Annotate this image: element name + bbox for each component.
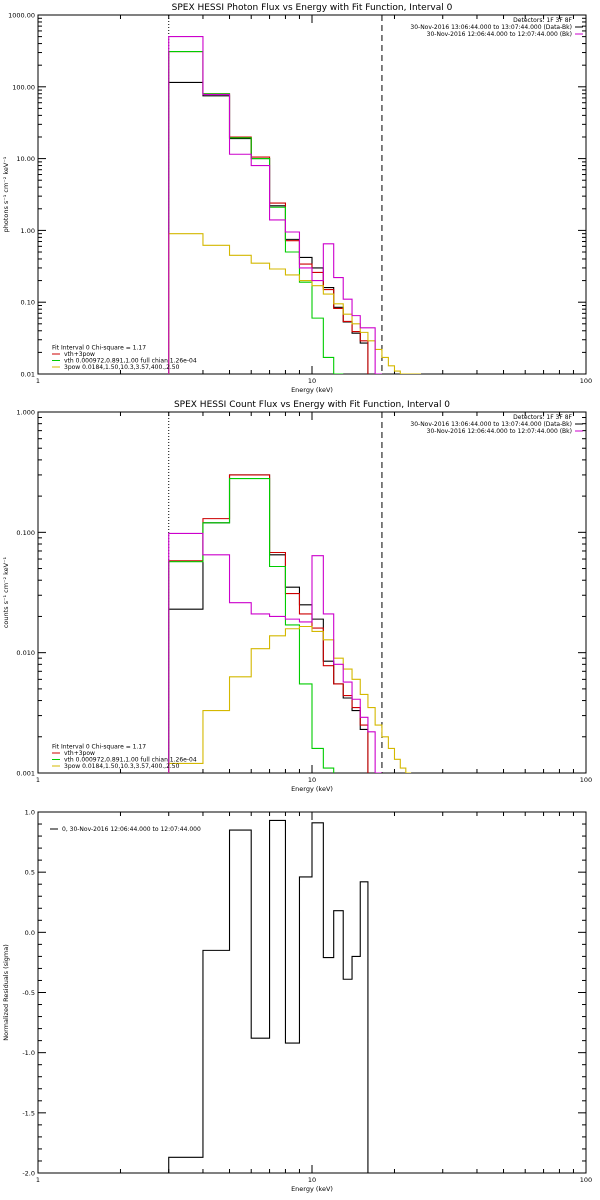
- legend-entry: Fit Interval 0 Chi-square = 1.17: [52, 744, 146, 751]
- info-line: 30-Nov-2016 13:06:44.000 to 13:07:44.000…: [410, 24, 572, 31]
- chart-panel-2: SPEX HESSI Count Flux vs Energy with Fit…: [2, 400, 592, 793]
- y-tick-label: -1.5: [22, 1109, 35, 1117]
- legend-entry: vth+3pow: [64, 750, 95, 757]
- y-tick-label: 0.5: [25, 869, 35, 877]
- y-tick-label: 100.00: [12, 83, 35, 91]
- plot-frame: [37, 14, 587, 375]
- series-vth-3pow-line: [168, 474, 369, 773]
- y-axis: 0.001 0.010 0.100 1.000: [16, 409, 586, 778]
- chart-panel-1: SPEX HESSI Photon Flux vs Energy with Fi…: [2, 3, 592, 394]
- x-tick-label: 100: [580, 1176, 592, 1184]
- y-tick-label: 1.000: [16, 409, 35, 417]
- y-tick-label: 1.00: [21, 227, 35, 235]
- y-tick-label: 0.01: [21, 371, 35, 379]
- info-line: Detectors: 1F 3F 8F: [513, 17, 572, 24]
- y-tick-label: 0.10: [21, 299, 35, 307]
- y-axis-label: counts s⁻¹ cm⁻² keV⁻¹: [2, 556, 10, 628]
- x-tick-label: 10: [308, 377, 316, 385]
- plot-area: [168, 819, 369, 1173]
- series-data-bk-line: [168, 81, 369, 374]
- legend: Fit Interval 0 Chi-square = 1.17vth+3pow…: [52, 345, 197, 371]
- y-tick-label: 0.100: [16, 529, 35, 537]
- legend-entry: vth 0.000972,0.891,1.00 full chian 1.26e…: [64, 757, 197, 764]
- x-tick-label: 100: [580, 776, 592, 784]
- y-tick-label: 0.010: [16, 649, 35, 657]
- x-axis: 1 10 100: [36, 412, 592, 784]
- x-tick-label: 1: [36, 776, 40, 784]
- y-axis: 0.01 0.10 1.00 10.00 100.00 1000.00: [8, 12, 586, 379]
- x-axis-label: Energy (keV): [291, 1185, 333, 1193]
- x-tick-label: 100: [580, 377, 592, 385]
- chart-panel-3: 1 10 100 Energy (keV) -2.0 -1.5 -1.0 -0.5 0.0 0.5…: [2, 809, 592, 1194]
- legend-entry: 3pow 0.0184,1.50,10.3,3.57,400.,2.50: [64, 364, 180, 371]
- plot-area: [168, 412, 412, 773]
- legend: 0, 30-Nov-2016 12:06:44.000 to 12:07:44.…: [50, 826, 201, 833]
- y-axis-label: Normalized Residuals (sigma): [2, 944, 10, 1041]
- info-line: Detectors: 1F 3F 8F: [513, 414, 572, 421]
- plot-area: [168, 15, 422, 374]
- x-axis-label: Energy (keV): [291, 386, 333, 394]
- series-3pow-line: [168, 625, 412, 773]
- info-line: 30-Nov-2016 12:06:44.000 to 12:07:44.000…: [427, 31, 572, 38]
- y-tick-label: -1.0: [22, 1049, 35, 1057]
- y-tick-label: 1000.00: [8, 12, 35, 20]
- y-tick-label: -0.5: [22, 989, 35, 997]
- series-vth-line: [168, 50, 344, 374]
- series-residuals-line: [168, 819, 369, 1173]
- x-axis: 1 10 100: [36, 15, 592, 385]
- legend-entry: 3pow 0.0184,1.50,10.3,3.57,400.,2.50: [64, 763, 180, 770]
- legend-entry: 0, 30-Nov-2016 12:06:44.000 to 12:07:44.…: [62, 826, 201, 833]
- info-line: 30-Nov-2016 12:06:44.000 to 12:07:44.000…: [427, 428, 572, 435]
- chart-title: SPEX HESSI Photon Flux vs Energy with Fi…: [172, 3, 453, 13]
- series-data-bk-line: [168, 474, 369, 773]
- legend-entry: Fit Interval 0 Chi-square = 1.17: [52, 345, 146, 352]
- y-tick-label: -2.0: [22, 1170, 35, 1178]
- info-line: 30-Nov-2016 13:06:44.000 to 13:07:44.000…: [410, 421, 572, 428]
- y-tick-label: 0.0: [25, 929, 35, 937]
- series-bk-line: [168, 532, 382, 773]
- legend-entry: vth 0.000972,0.891,1.00 full chian 1.26e…: [64, 358, 197, 365]
- x-axis: 1 10 100: [36, 812, 592, 1184]
- series-3pow-line: [168, 233, 422, 374]
- x-axis-label: Energy (keV): [291, 785, 333, 793]
- series-vth-3pow-line: [168, 50, 369, 374]
- x-tick-label: 1: [36, 377, 40, 385]
- chart-title: SPEX HESSI Count Flux vs Energy with Fit…: [174, 400, 450, 410]
- series-bk-line: [168, 36, 382, 374]
- y-tick-label: 0.001: [16, 770, 35, 778]
- series-vth-line: [168, 477, 335, 773]
- y-axis: -2.0 -1.5 -1.0 -0.5 0.0 0.5 1.0: [22, 809, 586, 1178]
- y-tick-label: 1.0: [25, 809, 35, 817]
- legend: Fit Interval 0 Chi-square = 1.17vth+3pow…: [52, 744, 197, 770]
- x-tick-label: 1: [36, 1176, 40, 1184]
- y-axis-label: photons s⁻¹ cm⁻² keV⁻¹: [2, 156, 10, 232]
- x-tick-label: 10: [308, 776, 316, 784]
- x-tick-label: 10: [308, 1176, 316, 1184]
- y-tick-label: 10.00: [16, 155, 35, 163]
- legend-entry: vth+3pow: [64, 351, 95, 358]
